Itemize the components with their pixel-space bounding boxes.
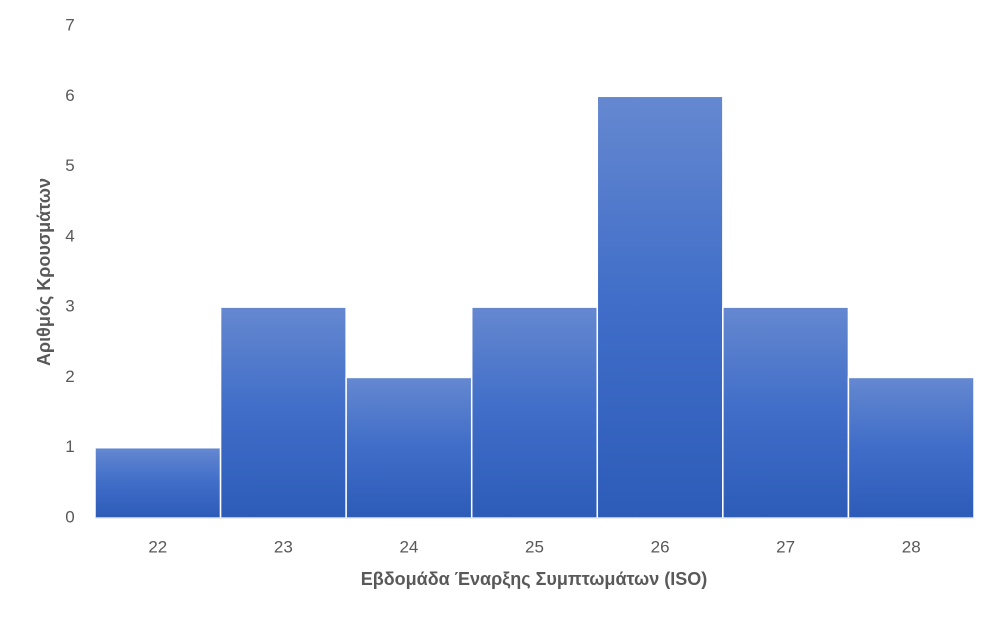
x-axis-title: Εβδομάδα Έναρξης Συμπτωμάτων (ISO)	[361, 569, 708, 590]
y-tick-label: 4	[65, 226, 74, 245]
y-tick-label: 3	[65, 297, 74, 316]
y-tick-label: 0	[65, 507, 74, 526]
y-tick-label: 1	[65, 437, 74, 456]
x-tick-label: 24	[399, 537, 418, 556]
y-tick-label: 6	[65, 86, 74, 105]
bar	[94, 446, 222, 519]
x-tick-label: 27	[776, 537, 795, 556]
x-tick-label: 26	[651, 537, 670, 556]
bar	[596, 95, 724, 519]
y-tick-label: 7	[65, 15, 74, 34]
bar	[345, 376, 473, 519]
bar	[470, 306, 599, 519]
bar	[847, 376, 975, 519]
x-tick-label: 22	[148, 537, 167, 556]
x-tick-label: 28	[902, 537, 921, 556]
x-tick-label: 25	[525, 537, 544, 556]
y-axis-title: Αριθμός Κρουσμάτων	[34, 178, 54, 366]
y-tick-label: 5	[65, 156, 74, 175]
x-tick-label: 23	[274, 537, 293, 556]
bar	[722, 306, 850, 519]
bar	[219, 306, 347, 519]
y-tick-label: 2	[65, 367, 74, 386]
